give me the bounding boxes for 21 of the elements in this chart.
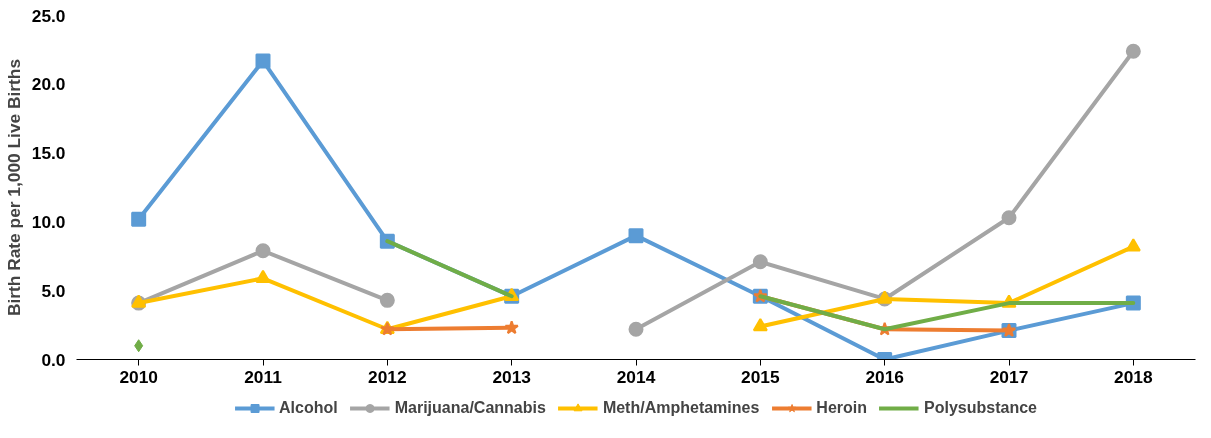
legend-label: Alcohol <box>279 398 338 417</box>
x-tick-label: 2014 <box>616 366 656 387</box>
x-tick-label: 2012 <box>368 366 407 387</box>
x-tick-label: 2016 <box>865 366 905 387</box>
x-tick-label: 2018 <box>1114 366 1153 387</box>
legend-label: Polysubstance <box>924 398 1037 417</box>
legend-label: Meth/Amphetamines <box>602 398 760 417</box>
y-tick-label: 25.0 <box>31 5 66 26</box>
x-tick-label: 2010 <box>119 366 158 387</box>
y-tick-label: 15.0 <box>31 143 66 164</box>
legend-label: Heroin <box>816 398 868 417</box>
y-tick-label: 5.0 <box>41 280 66 301</box>
x-tick-label: 2013 <box>492 366 532 387</box>
x-tick-label: 2015 <box>741 366 780 387</box>
y-tick-label: 20.0 <box>31 74 66 95</box>
legend-label: Marijuana/Cannabis <box>394 398 546 417</box>
x-tick-label: 2011 <box>244 366 283 387</box>
y-tick-label: 10.0 <box>31 211 66 232</box>
y-axis-title: Birth Rate per 1,000 Live Births <box>3 58 24 317</box>
y-tick-label: 0.0 <box>41 349 66 370</box>
x-tick-label: 2017 <box>989 366 1029 387</box>
